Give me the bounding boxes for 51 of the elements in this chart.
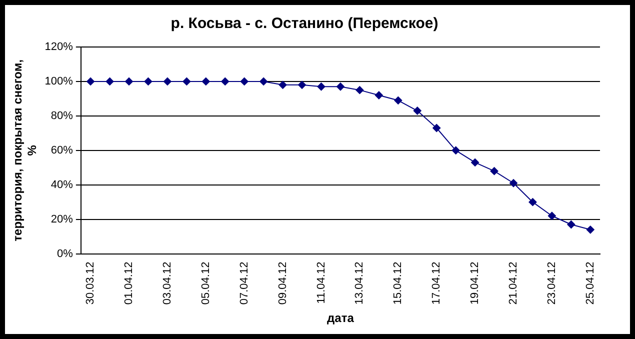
point (528, 198, 537, 206)
point (86, 77, 95, 86)
point (278, 80, 287, 89)
y-tick-label: 0% (57, 248, 74, 260)
x-tick-label: 13.04.12 (354, 262, 366, 305)
x-tick-label: 09.04.12 (276, 262, 289, 305)
y-tick-label: 120% (44, 41, 74, 54)
point (548, 212, 556, 220)
y-tick-label: 40% (50, 178, 74, 191)
point (240, 77, 248, 86)
point (413, 106, 422, 115)
point (586, 226, 594, 234)
x-tick-label: 07.04.12 (238, 262, 250, 305)
x-tick-label: 19.04.12 (469, 262, 482, 305)
point (221, 77, 230, 86)
x-tick-label: 25.04.12 (584, 262, 596, 305)
point (471, 158, 480, 166)
x-tick-label: 30.03.12 (84, 262, 97, 305)
point (106, 77, 114, 86)
x-tick-label: 15.04.12 (392, 262, 404, 305)
y-tick-label: 60% (50, 144, 74, 156)
x-axis-title: дата (327, 311, 354, 326)
x-tick-label: 01.04.12 (123, 262, 136, 305)
point (298, 80, 306, 89)
chart-title: р. Косьва - с. Останино (Перемское) (170, 15, 438, 32)
point (356, 86, 364, 94)
x-tick-label: 11.04.12 (315, 262, 328, 304)
point (509, 179, 518, 188)
y-tick-label: 80% (50, 110, 74, 122)
point (452, 146, 460, 154)
point (336, 82, 344, 91)
x-tick-label: 17.04.12 (430, 262, 443, 305)
x-tick-label: 23.04.12 (546, 262, 558, 305)
point (182, 77, 191, 86)
point (144, 77, 152, 86)
point (394, 96, 402, 104)
x-tick-label: 21.04.12 (508, 262, 520, 305)
y-tick-label: 20% (50, 213, 74, 226)
x-tick-label: 03.04.12 (161, 262, 174, 305)
point (432, 124, 441, 132)
point (490, 167, 498, 176)
x-tick-label: 05.04.12 (200, 262, 212, 305)
point (202, 77, 210, 86)
point (124, 77, 133, 86)
point (567, 220, 576, 228)
point (163, 77, 172, 86)
point (374, 91, 383, 100)
y-tick-label: 100% (44, 75, 74, 88)
point (317, 82, 326, 91)
y-axis-title: территория, покрытая снегом, % (10, 59, 39, 242)
point (260, 77, 268, 86)
